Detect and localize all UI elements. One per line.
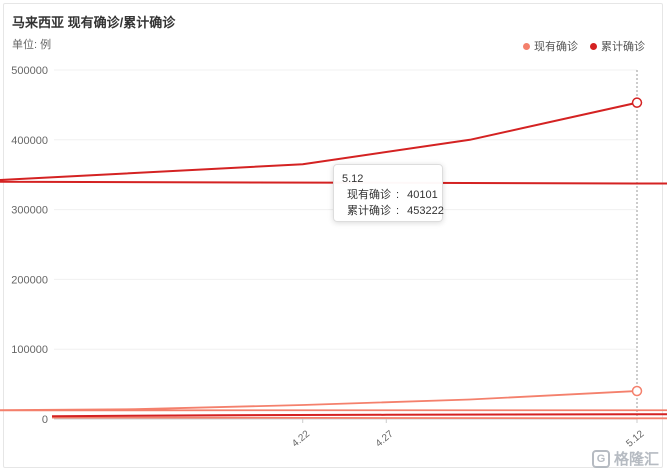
tooltip-label-cumulative: 累计确诊	[347, 205, 391, 217]
chart-title: 马来西亚 现有确诊/累计确诊	[12, 15, 176, 30]
tooltip-value-current: 40101	[407, 189, 438, 201]
legend-item-cumulative[interactable]: 累计确诊	[590, 38, 645, 54]
tooltip-row-cumulative: 累计确诊: 453222	[347, 205, 444, 217]
y-tick-label: 200000	[11, 274, 48, 286]
series-point-cumulative	[631, 97, 643, 108]
y-tick-label: 100000	[11, 344, 48, 356]
y-tick-label: 0	[42, 414, 48, 426]
legend-marker-current	[523, 42, 530, 50]
legend-label-cumulative: 累计确诊	[601, 41, 645, 53]
watermark-logo: G 格隆汇	[591, 448, 659, 469]
watermark-icon: G	[591, 449, 610, 468]
x-tick-label: 4.27	[374, 428, 396, 449]
series-point-current	[631, 385, 643, 397]
tooltip-label-current: 现有确诊	[347, 189, 391, 201]
tooltip-row-current: 现有确诊: 40101	[347, 189, 438, 201]
x-tick-label: 5.12	[624, 428, 646, 449]
y-tick-label: 400000	[11, 135, 48, 147]
y-tick-label: 300000	[11, 205, 48, 217]
x-tick-label: 4.22	[290, 428, 312, 449]
series-line-cumulative	[0, 101, 667, 418]
watermark-text: 格隆汇	[613, 451, 659, 468]
tooltip-value-cumulative: 453222	[407, 205, 444, 217]
legend-item-current[interactable]: 现有确诊	[523, 38, 578, 54]
legend-label-current: 现有确诊	[534, 41, 578, 53]
tooltip: 5.12 现有确诊: 40101 累计确诊: 453222	[333, 164, 444, 222]
legend-marker-cumulative	[590, 42, 597, 50]
y-tick-label: 500000	[11, 65, 48, 77]
legend: 现有确诊 累计确诊	[523, 38, 645, 54]
tooltip-date: 5.12	[342, 173, 364, 185]
chart-panel	[3, 3, 663, 468]
unit-label: 单位: 例	[12, 39, 52, 51]
